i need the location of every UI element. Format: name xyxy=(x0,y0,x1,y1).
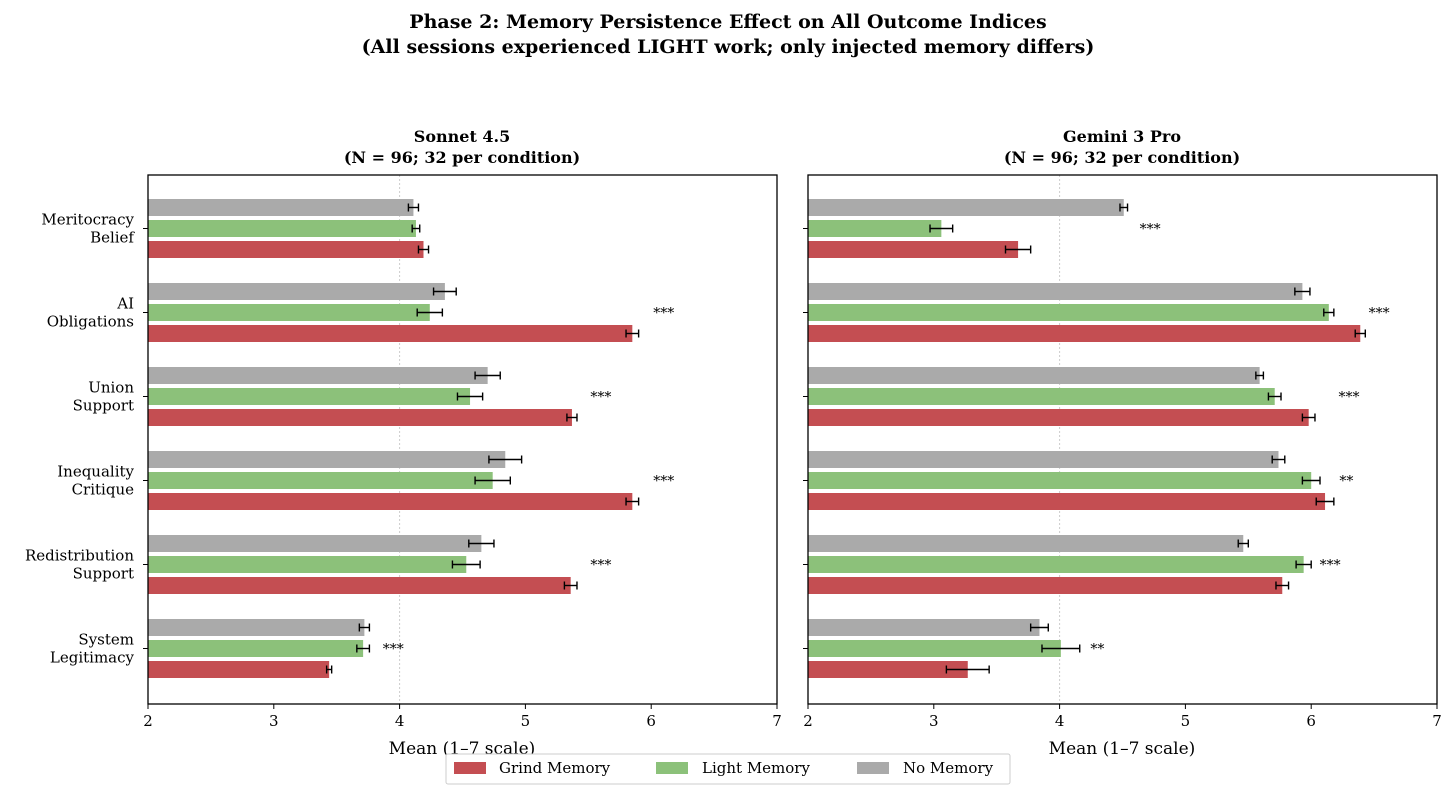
panel-sonnet: Sonnet 4.5 (N = 96; 32 per condition) Me… xyxy=(25,127,782,759)
bar-light xyxy=(808,220,942,237)
x-tick-label: 6 xyxy=(1306,712,1316,730)
bar-grind xyxy=(148,661,330,678)
bar-none xyxy=(148,283,445,300)
panel-title: Sonnet 4.5 xyxy=(414,127,510,146)
bar-light xyxy=(148,388,471,405)
bar-light xyxy=(148,556,467,573)
bar-none xyxy=(148,199,414,216)
significance-label: *** xyxy=(1320,558,1341,574)
bar-light xyxy=(808,556,1304,573)
x-tick-label: 6 xyxy=(646,712,656,730)
x-tick-label: 5 xyxy=(521,712,531,730)
x-tick-label: 2 xyxy=(143,712,153,730)
plot-frame xyxy=(147,174,778,705)
legend-label-grind: Grind Memory xyxy=(499,759,611,777)
panel-subtitle: (N = 96; 32 per condition) xyxy=(344,148,580,167)
x-axis-label: Mean (1–7 scale) xyxy=(1049,739,1196,759)
bar-none xyxy=(808,535,1244,552)
bar-none xyxy=(808,619,1040,636)
category-label: AI Obligations xyxy=(47,295,134,331)
category-label: Redistribution Support xyxy=(25,547,134,583)
significance-label: *** xyxy=(653,306,674,322)
bar-grind xyxy=(808,577,1283,594)
legend-label-none: No Memory xyxy=(903,759,994,777)
bar-none xyxy=(148,367,488,384)
bar-light xyxy=(148,304,430,321)
significance-label: *** xyxy=(383,642,404,658)
bar-grind xyxy=(808,241,1019,258)
bar-grind xyxy=(148,493,633,510)
figure-subtitle: (All sessions experienced LIGHT work; on… xyxy=(362,36,1095,58)
legend-label-light: Light Memory xyxy=(702,759,810,777)
x-tick-label: 4 xyxy=(1055,712,1065,730)
category-label: Inequality Critique xyxy=(57,463,134,499)
significance-label: *** xyxy=(590,558,611,574)
x-tick-label: 3 xyxy=(269,712,279,730)
legend-swatch-light xyxy=(656,762,688,774)
figure-title: Phase 2: Memory Persistence Effect on Al… xyxy=(409,11,1046,33)
bar-grind xyxy=(148,325,633,342)
x-tick-label: 3 xyxy=(929,712,939,730)
panel-subtitle: (N = 96; 32 per condition) xyxy=(1004,148,1240,167)
x-tick-label: 5 xyxy=(1181,712,1191,730)
bar-none xyxy=(148,619,365,636)
bar-none xyxy=(808,367,1260,384)
bar-none xyxy=(148,535,482,552)
bar-grind xyxy=(808,409,1309,426)
significance-label: *** xyxy=(590,390,611,406)
significance-label: ** xyxy=(1090,642,1104,658)
legend: Grind Memory Light Memory No Memory xyxy=(445,753,1011,785)
bar-light xyxy=(808,304,1329,321)
x-tick-label: 7 xyxy=(1432,712,1442,730)
category-label: System Legitimacy xyxy=(50,631,135,667)
bar-light xyxy=(148,220,416,237)
bar-grind xyxy=(148,577,571,594)
bar-light xyxy=(808,472,1312,489)
bar-none xyxy=(808,451,1279,468)
significance-label: *** xyxy=(653,474,674,490)
significance-label: *** xyxy=(1369,306,1390,322)
category-label: Union Support xyxy=(73,379,135,415)
panel-title: Gemini 3 Pro xyxy=(1063,127,1181,146)
bar-grind xyxy=(148,241,424,258)
bar-grind xyxy=(148,409,572,426)
bar-none xyxy=(148,451,506,468)
x-tick-label: 7 xyxy=(772,712,782,730)
bar-none xyxy=(808,283,1303,300)
x-tick-label: 2 xyxy=(803,712,813,730)
significance-label: *** xyxy=(1338,390,1359,406)
legend-swatch-none xyxy=(857,762,889,774)
legend-frame xyxy=(445,753,1011,785)
plot-frame xyxy=(807,174,1438,705)
category-label: Meritocracy Belief xyxy=(41,211,135,247)
x-tick-label: 4 xyxy=(395,712,405,730)
bar-light xyxy=(808,640,1061,657)
panel-gemini: Gemini 3 Pro (N = 96; 32 per condition) … xyxy=(803,127,1442,759)
bar-none xyxy=(808,199,1124,216)
bar-grind xyxy=(808,325,1361,342)
bar-light xyxy=(148,640,364,657)
bar-light xyxy=(148,472,493,489)
bar-light xyxy=(808,388,1275,405)
significance-label: *** xyxy=(1140,222,1161,238)
significance-label: ** xyxy=(1339,474,1353,490)
bar-grind xyxy=(808,493,1326,510)
bar-grind xyxy=(808,661,968,678)
legend-swatch-grind xyxy=(454,762,486,774)
